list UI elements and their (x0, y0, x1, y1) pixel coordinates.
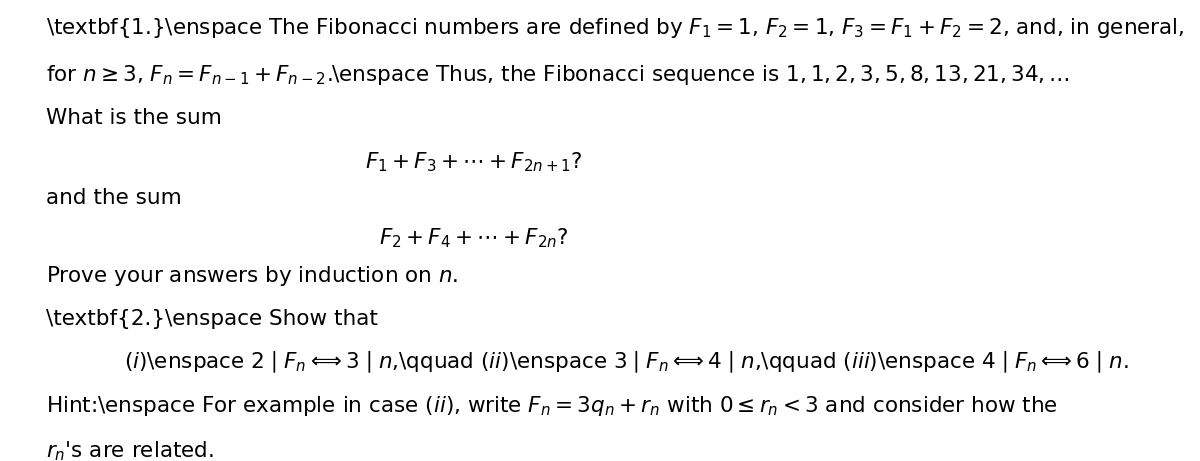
Text: for $n \geq 3$, $F_n = F_{n-1} + F_{n-2}$.\enspace Thus, the Fibonacci sequence : for $n \geq 3$, $F_n = F_{n-1} + F_{n-2}… (46, 63, 1069, 87)
Text: and the sum: and the sum (46, 188, 181, 207)
Text: What is the sum: What is the sum (46, 107, 222, 128)
Text: $r_n$'s are related.: $r_n$'s are related. (46, 439, 214, 461)
Text: $F_1 + F_3 + \cdots + F_{2n+1}$?: $F_1 + F_3 + \cdots + F_{2n+1}$? (365, 150, 583, 174)
Text: Hint:\enspace For example in case $(ii)$, write $F_n = 3q_n + r_n$ with $0 \leq : Hint:\enspace For example in case $(ii)$… (46, 394, 1057, 419)
Text: $(i)$\enspace $2\mid F_n \Longleftrightarrow 3 \mid n$,\qquad $(ii)$\enspace $3\: $(i)$\enspace $2\mid F_n \Longleftrighta… (125, 350, 1129, 375)
Text: Prove your answers by induction on $n$.: Prove your answers by induction on $n$. (46, 264, 458, 288)
Text: $F_2 + F_4 + \cdots + F_{2n}$?: $F_2 + F_4 + \cdots + F_{2n}$? (379, 227, 569, 250)
Text: \textbf{1.}\enspace The Fibonacci numbers are defined by $F_1 = 1$, $F_2 = 1$, $: \textbf{1.}\enspace The Fibonacci number… (46, 16, 1184, 40)
Text: \textbf{2.}\enspace Show that: \textbf{2.}\enspace Show that (46, 309, 378, 329)
